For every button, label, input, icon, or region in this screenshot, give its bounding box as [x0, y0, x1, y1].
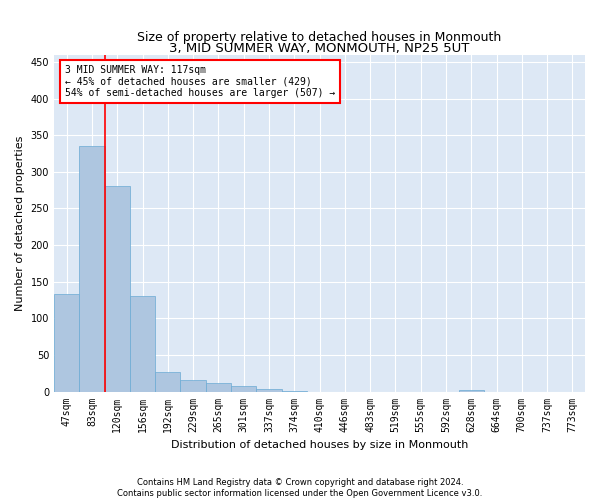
- Y-axis label: Number of detached properties: Number of detached properties: [15, 136, 25, 310]
- Text: Contains HM Land Registry data © Crown copyright and database right 2024.
Contai: Contains HM Land Registry data © Crown c…: [118, 478, 482, 498]
- Bar: [54, 294, 79, 392]
- Bar: [79, 146, 104, 392]
- Bar: [130, 296, 155, 392]
- Title: 3, MID SUMMER WAY, MONMOUTH, NP25 5UT: 3, MID SUMMER WAY, MONMOUTH, NP25 5UT: [169, 42, 470, 54]
- Bar: [231, 386, 256, 392]
- Bar: [181, 380, 206, 392]
- Text: Size of property relative to detached houses in Monmouth: Size of property relative to detached ho…: [137, 32, 502, 44]
- Text: 3 MID SUMMER WAY: 117sqm
← 45% of detached houses are smaller (429)
54% of semi-: 3 MID SUMMER WAY: 117sqm ← 45% of detach…: [65, 64, 335, 98]
- X-axis label: Distribution of detached houses by size in Monmouth: Distribution of detached houses by size …: [171, 440, 468, 450]
- Bar: [104, 186, 130, 392]
- Bar: [281, 391, 307, 392]
- Bar: [206, 384, 231, 392]
- Bar: [256, 388, 281, 392]
- Bar: [458, 390, 484, 392]
- Bar: [155, 372, 181, 392]
